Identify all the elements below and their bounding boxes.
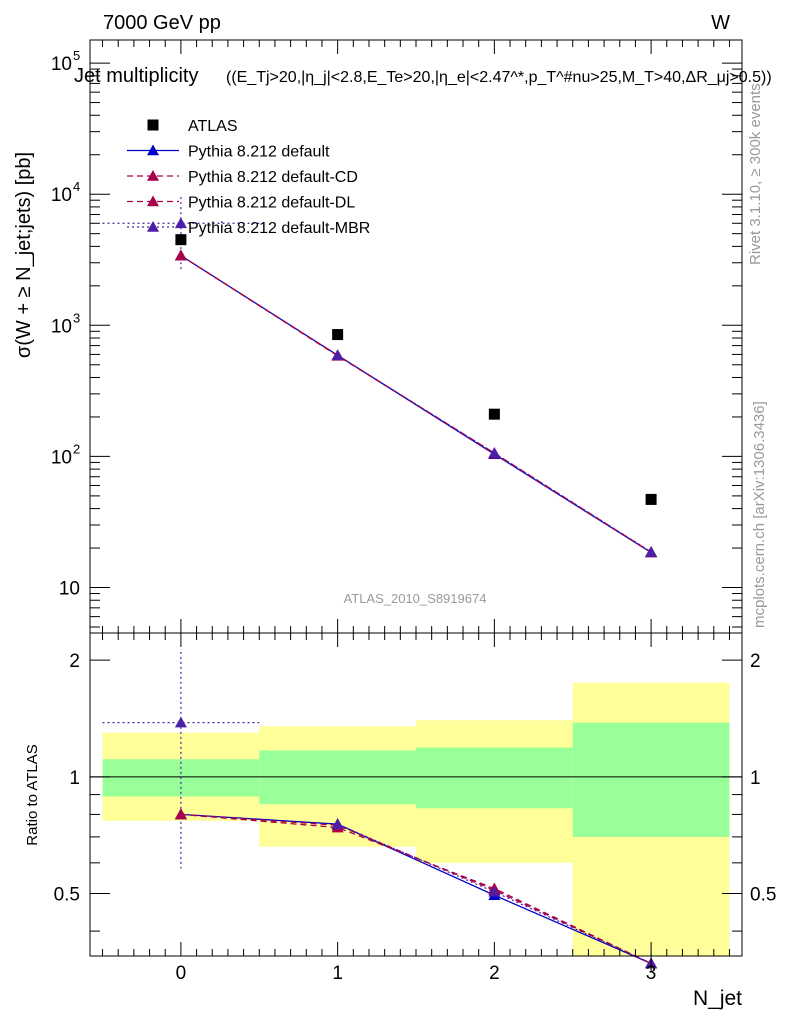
data-point-atlas: [175, 234, 187, 246]
legend-entry: Pythia 8.212 default-CD: [127, 169, 358, 186]
legend-label: Pythia 8.212 default-MBR: [188, 220, 370, 237]
ratio-panel: [90, 651, 742, 972]
y-tick-base: 10: [51, 54, 72, 75]
y-tick-label-main: 10 2: [51, 441, 80, 468]
legend-marker-square: [147, 119, 159, 131]
ratio-band-green: [416, 747, 573, 809]
x-tick-label: 1: [332, 963, 343, 984]
rivet-version-label: Rivet 3.1.10, ≥ 300k events: [747, 83, 764, 265]
series-ratio-point: [174, 716, 187, 728]
y-tick-base: 10: [51, 316, 72, 337]
series-point: [488, 447, 501, 458]
x-tick-label: 2: [489, 963, 500, 984]
series-point: [174, 217, 187, 229]
legend-marker-triangle: [147, 195, 159, 207]
legend-entry: Pythia 8.212 default: [127, 144, 330, 161]
legend-entry: Pythia 8.212 default-DL: [127, 195, 355, 212]
legend-label: Pythia 8.212 default-DL: [188, 195, 355, 212]
y-tick-base: 10: [51, 447, 72, 468]
ratio-tick-label-right: 1: [750, 768, 761, 789]
analysis-id-label: ATLAS_2010_S8919674: [344, 591, 487, 606]
legend-label: Pythia 8.212 default-CD: [188, 169, 358, 186]
ratio-tick-label-left: 1: [69, 768, 80, 789]
x-tick-label: 3: [646, 963, 657, 984]
series-point: [645, 545, 658, 557]
series-ratio-line: [180, 813, 652, 965]
legend-marker-triangle: [147, 221, 159, 232]
legend: ATLAS Pythia 8.212 default Pythia 8.212 de…: [127, 118, 370, 237]
y-axis-label-main: σ(W + ≥ N_jet;jets) [pb]: [13, 152, 35, 358]
legend-marker-triangle: [147, 170, 159, 181]
ratio-tick-label-right: 2: [750, 651, 761, 672]
legend-entry: Pythia 8.212 default-MBR: [127, 220, 370, 237]
y-tick-exponent: 4: [73, 179, 80, 194]
legend-entry: ATLAS: [147, 118, 238, 135]
series-line: [180, 255, 652, 554]
series-point: [174, 249, 187, 261]
ratio-uncertainty-bands: [102, 682, 730, 956]
y-tick-label-main: 10 4: [51, 179, 80, 206]
data-point-atlas: [488, 408, 500, 420]
data-point-atlas: [332, 329, 344, 341]
main-panel: [102, 197, 658, 558]
y-tick-label-main: 10: [59, 579, 80, 600]
series-ratio-point: [488, 885, 501, 897]
data-point-atlas: [645, 493, 657, 505]
y-tick-exponent: 5: [73, 48, 80, 63]
y-tick-label-main: 10 5: [51, 48, 80, 75]
series-ratio-point: [331, 818, 344, 829]
plot-title-cuts: ((E_Tj>20,|η_j|<2.8,E_Te>20,|η_e|<2.47^*…: [226, 69, 772, 86]
mcplots-reference-label: mcplots.cern.ch [arXiv:1306.3436]: [751, 401, 768, 628]
legend-label: Pythia 8.212 default: [188, 144, 330, 161]
x-tick-label: 0: [176, 963, 187, 984]
y-tick-exponent: 3: [73, 310, 80, 325]
ratio-band-green: [572, 722, 730, 837]
ratio-tick-label-left: 2: [69, 651, 80, 672]
plot-title: Jet multiplicity: [74, 65, 198, 87]
energy-label: 7000 GeV pp: [103, 12, 221, 34]
series-point: [331, 349, 344, 361]
legend-marker-triangle: [147, 144, 159, 156]
ratio-tick-label-left: 0.5: [54, 885, 80, 906]
ratio-tick-label-right: 0.5: [750, 885, 776, 906]
y-tick-exponent: 2: [73, 441, 80, 456]
y-tick-label-main: 10 3: [51, 310, 80, 337]
y-tick-base: 10: [51, 185, 72, 206]
x-axis-label: N_jet: [693, 987, 742, 1010]
legend-label: ATLAS: [188, 118, 238, 135]
y-tick-text: 10: [59, 579, 80, 600]
y-axis-label-ratio: Ratio to ATLAS: [24, 744, 41, 845]
series-ratio-point: [174, 808, 187, 820]
process-label: W: [711, 12, 730, 34]
series-line: [337, 354, 652, 553]
